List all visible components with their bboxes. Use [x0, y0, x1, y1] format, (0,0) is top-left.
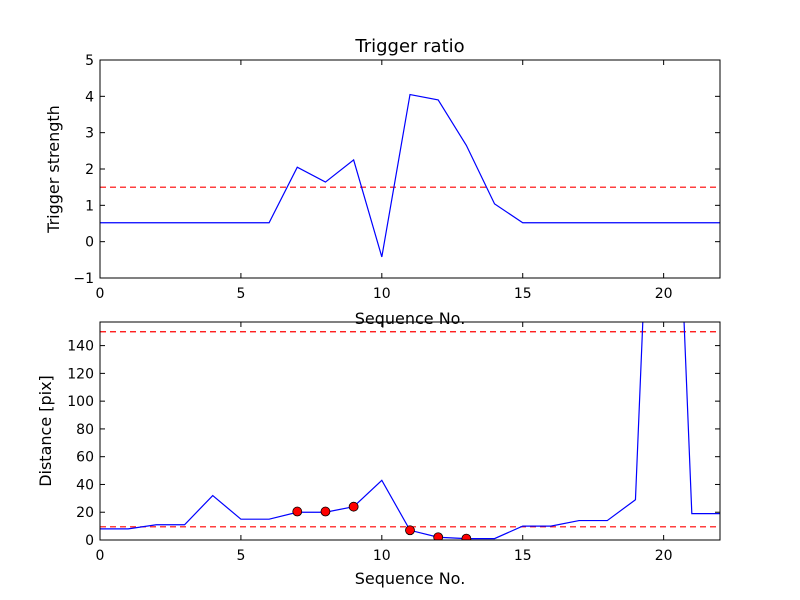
data-point-marker [292, 506, 303, 517]
chart-title: Trigger ratio [354, 36, 464, 57]
y-tick-label: 4 [85, 89, 94, 105]
series-line [100, 93, 720, 258]
bottom-y-axis-label: Distance [pix] [36, 375, 55, 487]
bottom-series [100, 322, 720, 540]
y-tick-label: 140 [67, 339, 94, 355]
top-series [100, 93, 720, 258]
top-y-axis-label: Trigger strength [44, 105, 63, 234]
y-tick-label: 3 [85, 126, 94, 142]
y-tick-label: 20 [76, 505, 94, 521]
x-tick-label: 10 [373, 548, 391, 564]
y-tick-label: 0 [85, 533, 94, 549]
x-tick-label: 20 [655, 548, 673, 564]
bottom-markers [292, 501, 472, 540]
x-tick-label: 10 [373, 286, 391, 302]
y-tick-label: 0 [85, 235, 94, 251]
top-y-ticks: −1 0 1 2 3 4 5 [73, 53, 720, 287]
x-tick-label: 15 [514, 286, 532, 302]
y-tick-label: 1 [85, 198, 94, 214]
series-line [100, 322, 720, 540]
x-tick-label: 5 [236, 286, 245, 302]
y-tick-label: 5 [85, 53, 94, 69]
y-tick-label: 80 [76, 422, 94, 438]
y-tick-label: −1 [73, 271, 94, 287]
distance-panel: 0 5 10 15 20 0 20 40 60 80 100 120 140 Sequence No.… [36, 321, 721, 588]
x-tick-label: 5 [236, 548, 245, 564]
x-tick-label: 20 [655, 286, 673, 302]
top-x-ticks: 0 5 10 15 20 [96, 60, 673, 302]
data-point-marker [320, 506, 331, 517]
bottom-x-axis-label: Sequence No. [355, 569, 466, 588]
top-x-axis-label: Sequence No. [355, 309, 466, 328]
bottom-x-ticks: 0 5 10 15 20 [96, 322, 673, 564]
y-tick-label: 60 [76, 450, 94, 466]
x-tick-label: 15 [514, 548, 532, 564]
bottom-hlines [100, 331, 720, 528]
data-point-marker [405, 525, 415, 536]
y-tick-label: 100 [67, 394, 94, 410]
x-tick-label: 0 [96, 286, 105, 302]
bottom-plot-frame [99, 321, 721, 541]
y-tick-label: 40 [76, 477, 94, 493]
y-tick-label: 2 [85, 162, 94, 178]
x-tick-label: 0 [96, 548, 105, 564]
bottom-y-ticks: 0 20 40 60 80 100 120 140 [67, 339, 720, 549]
data-point-marker [433, 532, 444, 540]
data-point-marker [461, 533, 472, 540]
top-plot-frame [99, 59, 721, 279]
y-tick-label: 120 [67, 366, 94, 382]
data-point-marker [348, 501, 359, 512]
